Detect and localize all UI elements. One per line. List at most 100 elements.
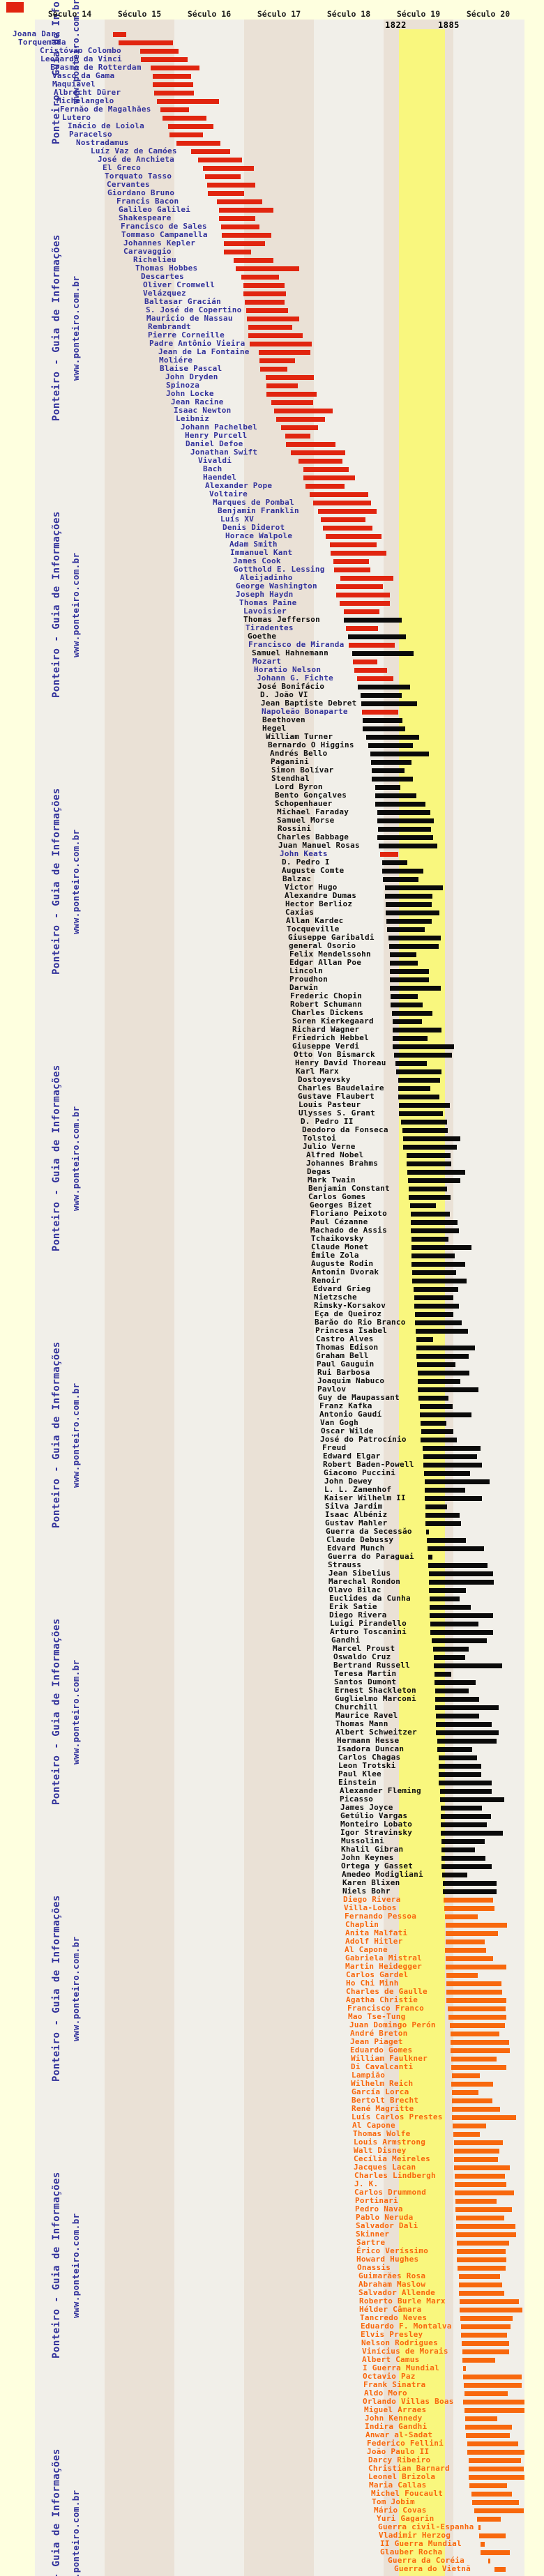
person-name[interactable]: Victor Hugo — [285, 883, 338, 892]
person-name[interactable]: Wilhelm Reich — [351, 2079, 414, 2088]
lifespan-bar[interactable] — [344, 618, 402, 623]
lifespan-bar[interactable] — [443, 1889, 497, 1894]
person-name[interactable]: Alexandre Dumas — [285, 891, 357, 900]
lifespan-bar[interactable] — [363, 726, 405, 731]
person-name[interactable]: Hermann Hesse — [337, 1736, 400, 1745]
war-bar[interactable] — [426, 1530, 429, 1534]
person-name[interactable]: Bertolt Brecht — [352, 2096, 419, 2105]
person-name[interactable]: Bach — [203, 464, 222, 473]
lifespan-bar[interactable] — [469, 2483, 507, 2488]
lifespan-bar[interactable] — [407, 1153, 451, 1158]
lifespan-bar[interactable] — [451, 2082, 493, 2087]
lifespan-bar[interactable] — [455, 2174, 505, 2179]
lifespan-bar[interactable] — [441, 1822, 487, 1827]
lifespan-bar[interactable] — [305, 484, 345, 489]
lifespan-bar[interactable] — [346, 626, 378, 631]
person-name[interactable]: Onassis — [357, 2263, 391, 2272]
lifespan-bar[interactable] — [420, 1412, 471, 1417]
lifespan-bar[interactable] — [479, 2533, 506, 2538]
person-name[interactable]: Rimsky-Korsakov — [314, 1301, 386, 1310]
person-name[interactable]: D. Pedro I — [282, 858, 330, 867]
lifespan-bar[interactable] — [285, 434, 310, 439]
person-name[interactable]: Hélder Câmara — [359, 2305, 422, 2314]
lifespan-bar[interactable] — [243, 291, 286, 296]
lifespan-bar[interactable] — [434, 1663, 502, 1668]
person-name[interactable]: Nelson Rodrigues — [361, 2338, 438, 2347]
person-name[interactable]: Pavlov — [317, 1385, 347, 1394]
lifespan-bar[interactable] — [460, 2308, 522, 2312]
person-name[interactable]: Joaquim Nabuco — [317, 1376, 385, 1385]
lifespan-bar[interactable] — [352, 651, 414, 656]
person-name[interactable]: Joana Darc — [13, 29, 61, 38]
person-name[interactable]: Nostradamus — [76, 138, 129, 147]
lifespan-bar[interactable] — [444, 1898, 493, 1903]
lifespan-bar[interactable] — [377, 810, 430, 815]
person-name[interactable]: Oscar Wilde — [321, 1426, 374, 1435]
lifespan-bar[interactable] — [435, 1697, 479, 1702]
person-name[interactable]: Guy de Maupassant — [318, 1393, 400, 1402]
person-name[interactable]: Chaplin — [345, 1920, 379, 1929]
person-name[interactable]: Rui Barbosa — [317, 1368, 370, 1377]
lifespan-bar[interactable] — [411, 1228, 459, 1233]
person-name[interactable]: James Joyce — [340, 1803, 393, 1812]
person-name[interactable]: Skinner — [356, 2230, 390, 2239]
person-name[interactable]: Isaac Albéniz — [325, 1510, 388, 1519]
person-name[interactable]: Albrecht Dürer — [54, 88, 121, 97]
war-label[interactable]: Guerra da Secessăo — [326, 1527, 412, 1536]
lifespan-bar[interactable] — [358, 685, 410, 689]
person-name[interactable]: Aleijadinho — [240, 573, 293, 582]
lifespan-bar[interactable] — [416, 1354, 469, 1359]
person-name[interactable]: Eduardo F. Montalva — [361, 2322, 452, 2331]
person-name[interactable]: George Washington — [236, 581, 317, 590]
person-name[interactable]: Franz Kafka — [319, 1401, 372, 1410]
lifespan-bar[interactable] — [224, 241, 265, 246]
lifespan-bar[interactable] — [416, 1346, 475, 1350]
lifespan-bar[interactable] — [452, 2090, 478, 2095]
person-name[interactable]: Beethoven — [262, 715, 305, 724]
person-name[interactable]: Degas — [307, 1167, 331, 1176]
lifespan-bar[interactable] — [440, 1789, 492, 1794]
person-name[interactable]: Marcel Proust — [333, 1644, 395, 1653]
lifespan-bar[interactable] — [424, 1471, 470, 1476]
person-name[interactable]: André Breton — [350, 2029, 408, 2038]
person-name[interactable]: general Osorio — [289, 941, 356, 950]
lifespan-bar[interactable] — [386, 910, 439, 915]
lifespan-bar[interactable] — [333, 559, 369, 564]
person-name[interactable]: Edward Elgar — [323, 1451, 381, 1461]
person-name[interactable]: Castro Alves — [316, 1334, 374, 1343]
person-name[interactable]: Pierre Corneille — [148, 330, 225, 340]
lifespan-bar[interactable] — [391, 1003, 423, 1007]
lifespan-bar[interactable] — [363, 718, 402, 723]
person-name[interactable]: Adolf Hitler — [345, 1937, 403, 1946]
lifespan-bar[interactable] — [403, 1145, 457, 1150]
lifespan-bar[interactable] — [377, 835, 433, 840]
person-name[interactable]: Thomas Hobbes — [135, 264, 198, 273]
person-name[interactable]: Carlos Drummond — [354, 2188, 427, 2197]
person-name[interactable]: Gotthold E. Lessing — [234, 565, 325, 574]
person-name[interactable]: Edgar Allan Poe — [289, 958, 362, 967]
person-name[interactable]: Machado de Assis — [310, 1226, 387, 1235]
person-name[interactable]: Luigi Pirandello — [330, 1619, 407, 1628]
lifespan-bar[interactable] — [429, 1571, 493, 1576]
person-name[interactable]: Benjamin Constant — [308, 1184, 390, 1193]
lifespan-bar[interactable] — [457, 2249, 506, 2254]
person-name[interactable]: Luís Carlos Prestes — [352, 2112, 443, 2121]
person-name[interactable]: Immanuel Kant — [230, 548, 293, 557]
person-name[interactable]: Pablo Neruda — [356, 2213, 414, 2222]
lifespan-bar[interactable] — [409, 1195, 451, 1200]
lifespan-bar[interactable] — [266, 392, 317, 397]
lifespan-bar[interactable] — [416, 1329, 468, 1334]
lifespan-bar[interactable] — [459, 2274, 500, 2279]
lifespan-bar[interactable] — [451, 2032, 499, 2036]
lifespan-bar[interactable] — [437, 1747, 472, 1752]
lifespan-bar[interactable] — [461, 2324, 511, 2329]
person-name[interactable]: Princesa Isabel — [315, 1326, 388, 1335]
lifespan-bar[interactable] — [250, 342, 312, 346]
lifespan-bar[interactable] — [383, 877, 418, 882]
lifespan-bar[interactable] — [241, 275, 279, 280]
person-name[interactable]: Leibniz — [176, 414, 210, 423]
person-name[interactable]: Giacomo Puccini — [324, 1468, 396, 1477]
lifespan-bar[interactable] — [392, 1011, 432, 1016]
lifespan-bar[interactable] — [340, 576, 393, 581]
lifespan-bar[interactable] — [176, 141, 220, 146]
